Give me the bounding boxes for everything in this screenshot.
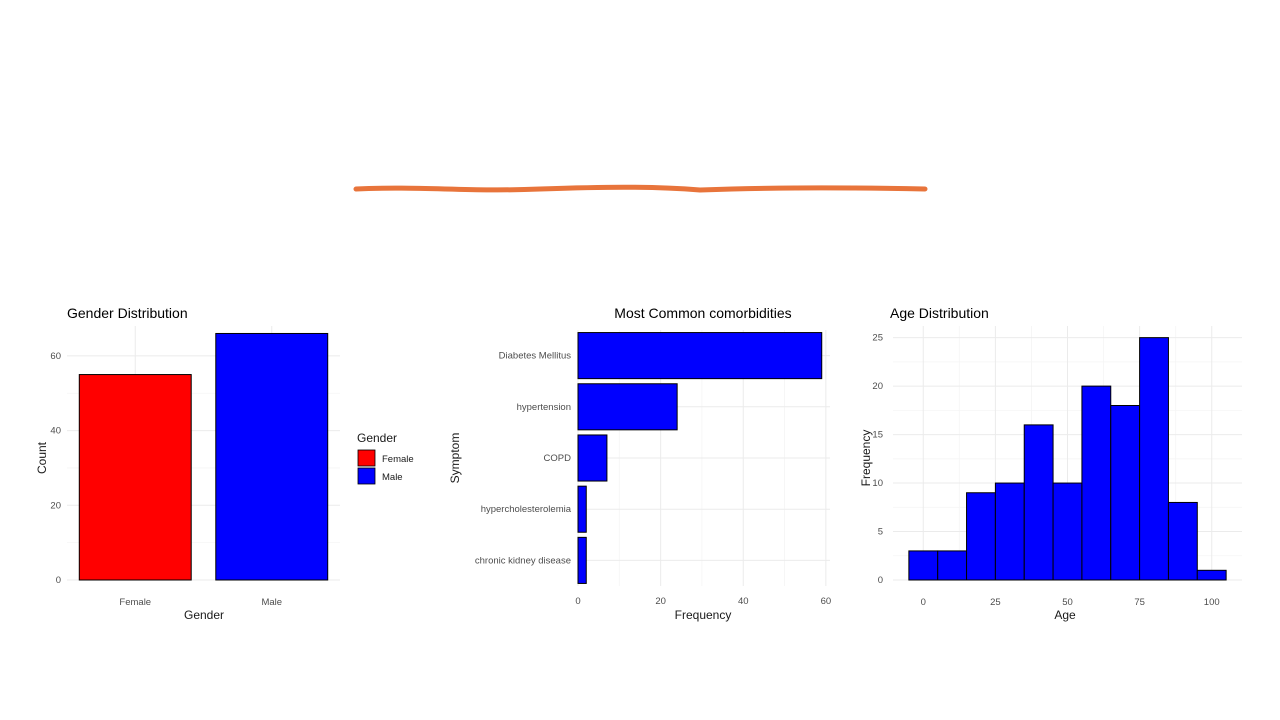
gender-y-tick-label: 0 [56,575,61,586]
age-x-tick-label: 100 [1204,597,1220,608]
comorbidities-x-ticks: 0 20 40 60 [575,596,831,607]
age-x-tick-label: 0 [921,597,926,608]
legend-key-male [357,467,376,485]
legend-label-female: Female [382,454,414,465]
gender-bars [78,332,329,581]
comorbidity-bar [577,536,587,584]
age-histogram-bar [908,550,939,581]
age-chart-title: Age Distribution [890,305,989,321]
gender-bar-female [78,374,192,581]
age-y-tick-label: 25 [872,333,883,344]
comorbidities-y-tick-label: COPD [544,453,572,464]
age-y-tick-label: 15 [872,430,883,441]
gender-chart-title: Gender Distribution [67,305,188,321]
age-x-axis-title: Age [1054,608,1076,622]
age-histogram-bar [1139,337,1169,581]
comorbidities-x-axis-title: Frequency [675,608,732,622]
age-histogram-bar [1110,404,1141,581]
legend-label-male: Male [382,472,403,483]
gender-y-tick-label: 20 [50,500,61,511]
gender-x-tick-label: Male [261,597,282,608]
age-histogram-bar [1167,501,1198,581]
gender-legend: Gender Female Male [357,431,414,485]
comorbidities-y-tick-label: chronic kidney disease [475,555,571,566]
comorbidity-bar [577,383,678,431]
age-y-tick-label: 20 [872,381,883,392]
comorbidity-bar [577,332,823,380]
age-x-tick-label: 50 [1062,597,1073,608]
orange-brush-line [353,184,928,193]
age-y-tick-label: 5 [878,527,883,538]
comorbidities-x-tick-label: 20 [655,596,666,607]
age-histogram-bar [994,482,1025,581]
comorbidities-x-tick-label: 0 [575,596,580,607]
age-x-tick-label: 75 [1134,597,1145,608]
age-histogram-bars [908,337,1227,581]
gender-y-axis-title: Count [35,441,49,474]
comorbidities-chart-title: Most Common comorbidities [614,305,791,321]
age-y-axis-title: Frequency [859,430,873,487]
age-x-tick-label: 25 [990,597,1001,608]
age-histogram-bar [1023,424,1054,581]
age-x-ticks: 0 25 50 75 100 [921,597,1220,608]
comorbidities-y-axis-title: Symptom [448,433,462,484]
gender-y-tick-label: 60 [50,351,61,362]
gender-y-tick-label: 40 [50,426,61,437]
age-histogram-bar [937,550,968,581]
gender-y-ticks: 0 20 40 60 [50,351,61,586]
age-y-tick-label: 10 [872,478,883,489]
comorbidities-bars [577,332,823,584]
gender-legend-title: Gender [357,431,397,445]
age-histogram-bar [1081,385,1112,581]
gender-x-ticks: Female Male [119,597,282,608]
comorbidities-y-tick-label: Diabetes Mellitus [499,351,572,362]
age-y-ticks: 0 5 10 15 20 25 [872,333,883,586]
age-histogram-bar [1196,569,1227,581]
gender-bar-male [215,332,329,581]
age-histogram-bar [1052,482,1083,581]
gender-x-axis-title: Gender [184,608,224,622]
comorbidity-bar [577,485,587,533]
comorbidities-x-tick-label: 40 [738,596,749,607]
comorbidities-y-ticks: Diabetes Mellitus hypertension COPD hyperch… [475,351,572,567]
legend-key-female [357,449,376,467]
comorbidity-bar [577,434,608,482]
comorbidities-y-tick-label: hypertension [517,402,571,413]
gender-x-tick-label: Female [119,597,151,608]
age-histogram-bar [966,492,996,581]
age-y-tick-label: 0 [878,575,883,586]
comorbidities-y-tick-label: hypercholesterolemia [481,504,572,515]
comorbidities-x-tick-label: 60 [821,596,832,607]
